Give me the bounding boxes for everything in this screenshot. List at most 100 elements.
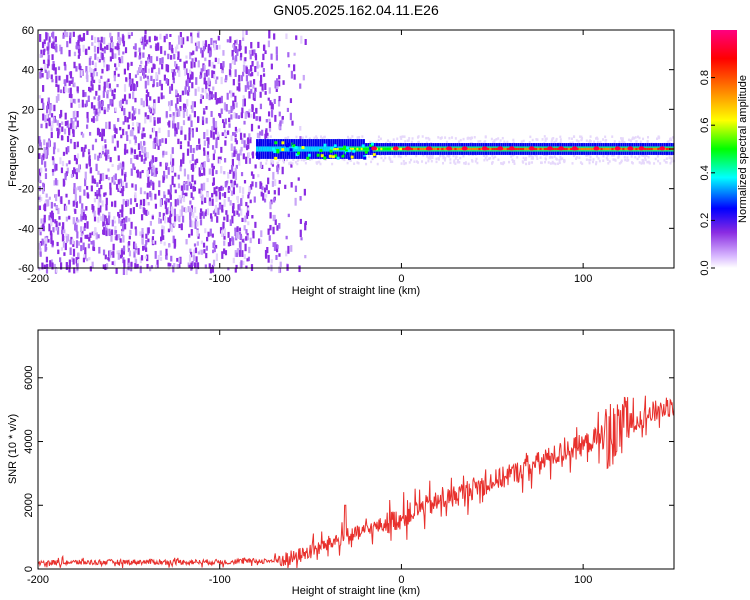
heatmap-noise-cell	[58, 216, 61, 220]
heatmap-noise-cell	[238, 158, 241, 166]
heatmap-noise-cell	[85, 71, 89, 79]
heatmap-noise-cell	[233, 111, 236, 119]
heatmap-noise-cell	[74, 222, 77, 231]
heatmap-noise-cell	[236, 210, 239, 215]
heatmap-halo-cell	[520, 140, 523, 143]
heatmap-noise-cell	[199, 75, 202, 79]
heatmap-band-core	[410, 147, 413, 151]
heatmap-noise-cell	[251, 215, 254, 219]
heatmap-noise-cell	[168, 120, 171, 128]
heatmap-noise-cell	[237, 153, 240, 161]
heatmap-noise-cell	[199, 190, 203, 198]
heatmap-band-blob	[301, 146, 305, 150]
heatmap-noise-cell	[178, 215, 181, 223]
heatmap-noise-cell	[129, 229, 132, 235]
heatmap-halo-cell	[271, 158, 274, 162]
heatmap-noise-cell	[179, 141, 183, 145]
heatmap-noise-cell	[149, 179, 153, 186]
heatmap-noise-cell	[143, 151, 146, 157]
heatmap-noise-cell	[177, 51, 180, 58]
heatmap-halo-cell	[369, 140, 372, 144]
heatmap-noise-cell	[285, 235, 288, 240]
heatmap-noise-cell	[191, 220, 194, 228]
heatmap-noise-cell	[262, 53, 265, 61]
heatmap-noise-cell	[111, 261, 114, 266]
snr-x-tick-label: 100	[574, 574, 592, 586]
heatmap-noise-cell	[139, 265, 142, 274]
heatmap-noise-cell	[131, 183, 134, 188]
heatmap-noise-cell	[160, 83, 163, 91]
heatmap-halo-cell	[486, 158, 489, 162]
heatmap-band-core	[343, 147, 346, 151]
heatmap-halo-cell	[666, 140, 669, 144]
heatmap-noise-cell	[63, 30, 67, 38]
heatmap-noise-cell	[44, 173, 48, 179]
heatmap-noise-cell	[42, 182, 45, 187]
heatmap-noise-cell	[54, 36, 57, 43]
heatmap-noise-cell	[145, 39, 148, 45]
heatmap-noise-cell	[112, 251, 115, 258]
heatmap-noise-cell	[234, 40, 237, 44]
heatmap-noise-cell	[299, 83, 302, 89]
heatmap-noise-cell	[267, 177, 270, 185]
heatmap-noise-cell	[195, 158, 199, 164]
heatmap-noise-cell	[155, 136, 158, 144]
heatmap-halo-cell	[404, 140, 407, 143]
heatmap-halo-cell	[503, 161, 506, 164]
heatmap-y-label: Frequency (Hz)	[7, 111, 19, 187]
heatmap-noise-cell	[91, 84, 94, 91]
heatmap-noise-cell	[240, 260, 243, 268]
heatmap-noise-cell	[210, 95, 213, 100]
heatmap-band-blob	[369, 146, 373, 150]
heatmap-noise-cell	[77, 219, 80, 223]
heatmap-noise-cell	[207, 43, 211, 51]
heatmap-noise-cell	[103, 37, 106, 45]
heatmap-noise-cell	[177, 138, 180, 145]
heatmap-noise-cell	[220, 76, 223, 85]
heatmap-halo-cell	[313, 136, 316, 140]
heatmap-noise-cell	[72, 120, 75, 126]
heatmap-noise-cell	[86, 30, 89, 36]
heatmap-noise-cell	[278, 123, 281, 130]
heatmap-noise-cell	[98, 246, 101, 254]
heatmap-halo-cell	[531, 155, 534, 159]
heatmap-noise-cell	[194, 221, 197, 229]
heatmap-noise-cell	[214, 79, 218, 84]
heatmap-noise-cell	[49, 260, 52, 267]
heatmap-noise-cell	[73, 51, 77, 57]
heatmap-noise-cell	[181, 190, 185, 199]
heatmap-noise-cell	[249, 80, 252, 88]
heatmap-noise-cell	[139, 76, 142, 81]
heatmap-noise-cell	[58, 222, 61, 226]
heatmap-noise-cell	[141, 145, 144, 154]
heatmap-noise-cell	[254, 53, 257, 58]
heatmap-noise-cell	[125, 182, 128, 189]
heatmap-noise-cell	[215, 186, 218, 190]
heatmap-noise-cell	[109, 250, 112, 258]
heatmap-noise-cell	[223, 129, 227, 134]
heatmap-noise-cell	[229, 63, 232, 69]
heatmap-noise-cell	[128, 240, 131, 246]
heatmap-halo-cell	[528, 155, 531, 158]
snr-y-tick-label: 6000	[23, 366, 35, 390]
heatmap-noise-cell	[234, 149, 237, 153]
heatmap-noise-cell	[252, 92, 255, 100]
heatmap-noise-cell	[133, 241, 136, 249]
heatmap-noise-cell	[248, 187, 251, 192]
heatmap-noise-cell	[96, 46, 100, 54]
heatmap-halo-cell	[427, 157, 430, 160]
heatmap-noise-cell	[240, 235, 243, 240]
heatmap-noise-cell	[142, 127, 145, 132]
heatmap-noise-cell	[102, 264, 105, 270]
heatmap-band-mid	[297, 146, 300, 152]
heatmap-band-core	[535, 147, 538, 151]
heatmap-halo-cell	[573, 150, 576, 154]
heatmap-noise-cell	[173, 71, 177, 76]
heatmap-noise-cell	[186, 148, 190, 156]
heatmap-noise-cell	[261, 62, 264, 68]
heatmap-halo-cell	[408, 161, 411, 164]
heatmap-halo-cell	[550, 140, 553, 143]
heatmap-noise-cell	[87, 149, 91, 153]
heatmap-noise-cell	[161, 225, 164, 230]
heatmap-noise-cell	[164, 201, 167, 209]
